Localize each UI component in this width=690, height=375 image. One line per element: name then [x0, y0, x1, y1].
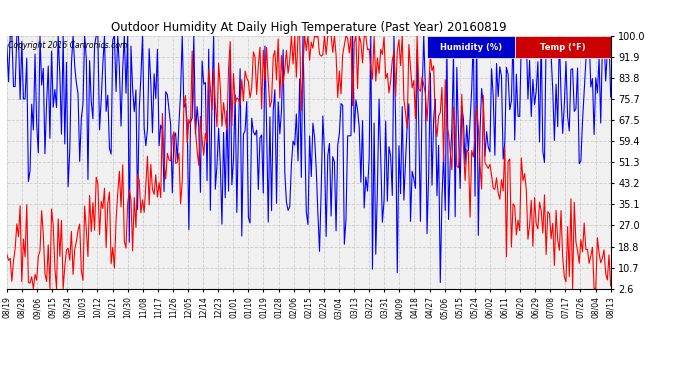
Text: Copyright 2016 Cartronics.com: Copyright 2016 Cartronics.com	[8, 41, 128, 50]
Bar	[426, 36, 515, 58]
Text: Temp (°F): Temp (°F)	[540, 42, 586, 51]
Bar	[515, 36, 611, 58]
Title: Outdoor Humidity At Daily High Temperature (Past Year) 20160819: Outdoor Humidity At Daily High Temperatu…	[111, 21, 506, 34]
Text: Humidity (%): Humidity (%)	[440, 42, 502, 51]
